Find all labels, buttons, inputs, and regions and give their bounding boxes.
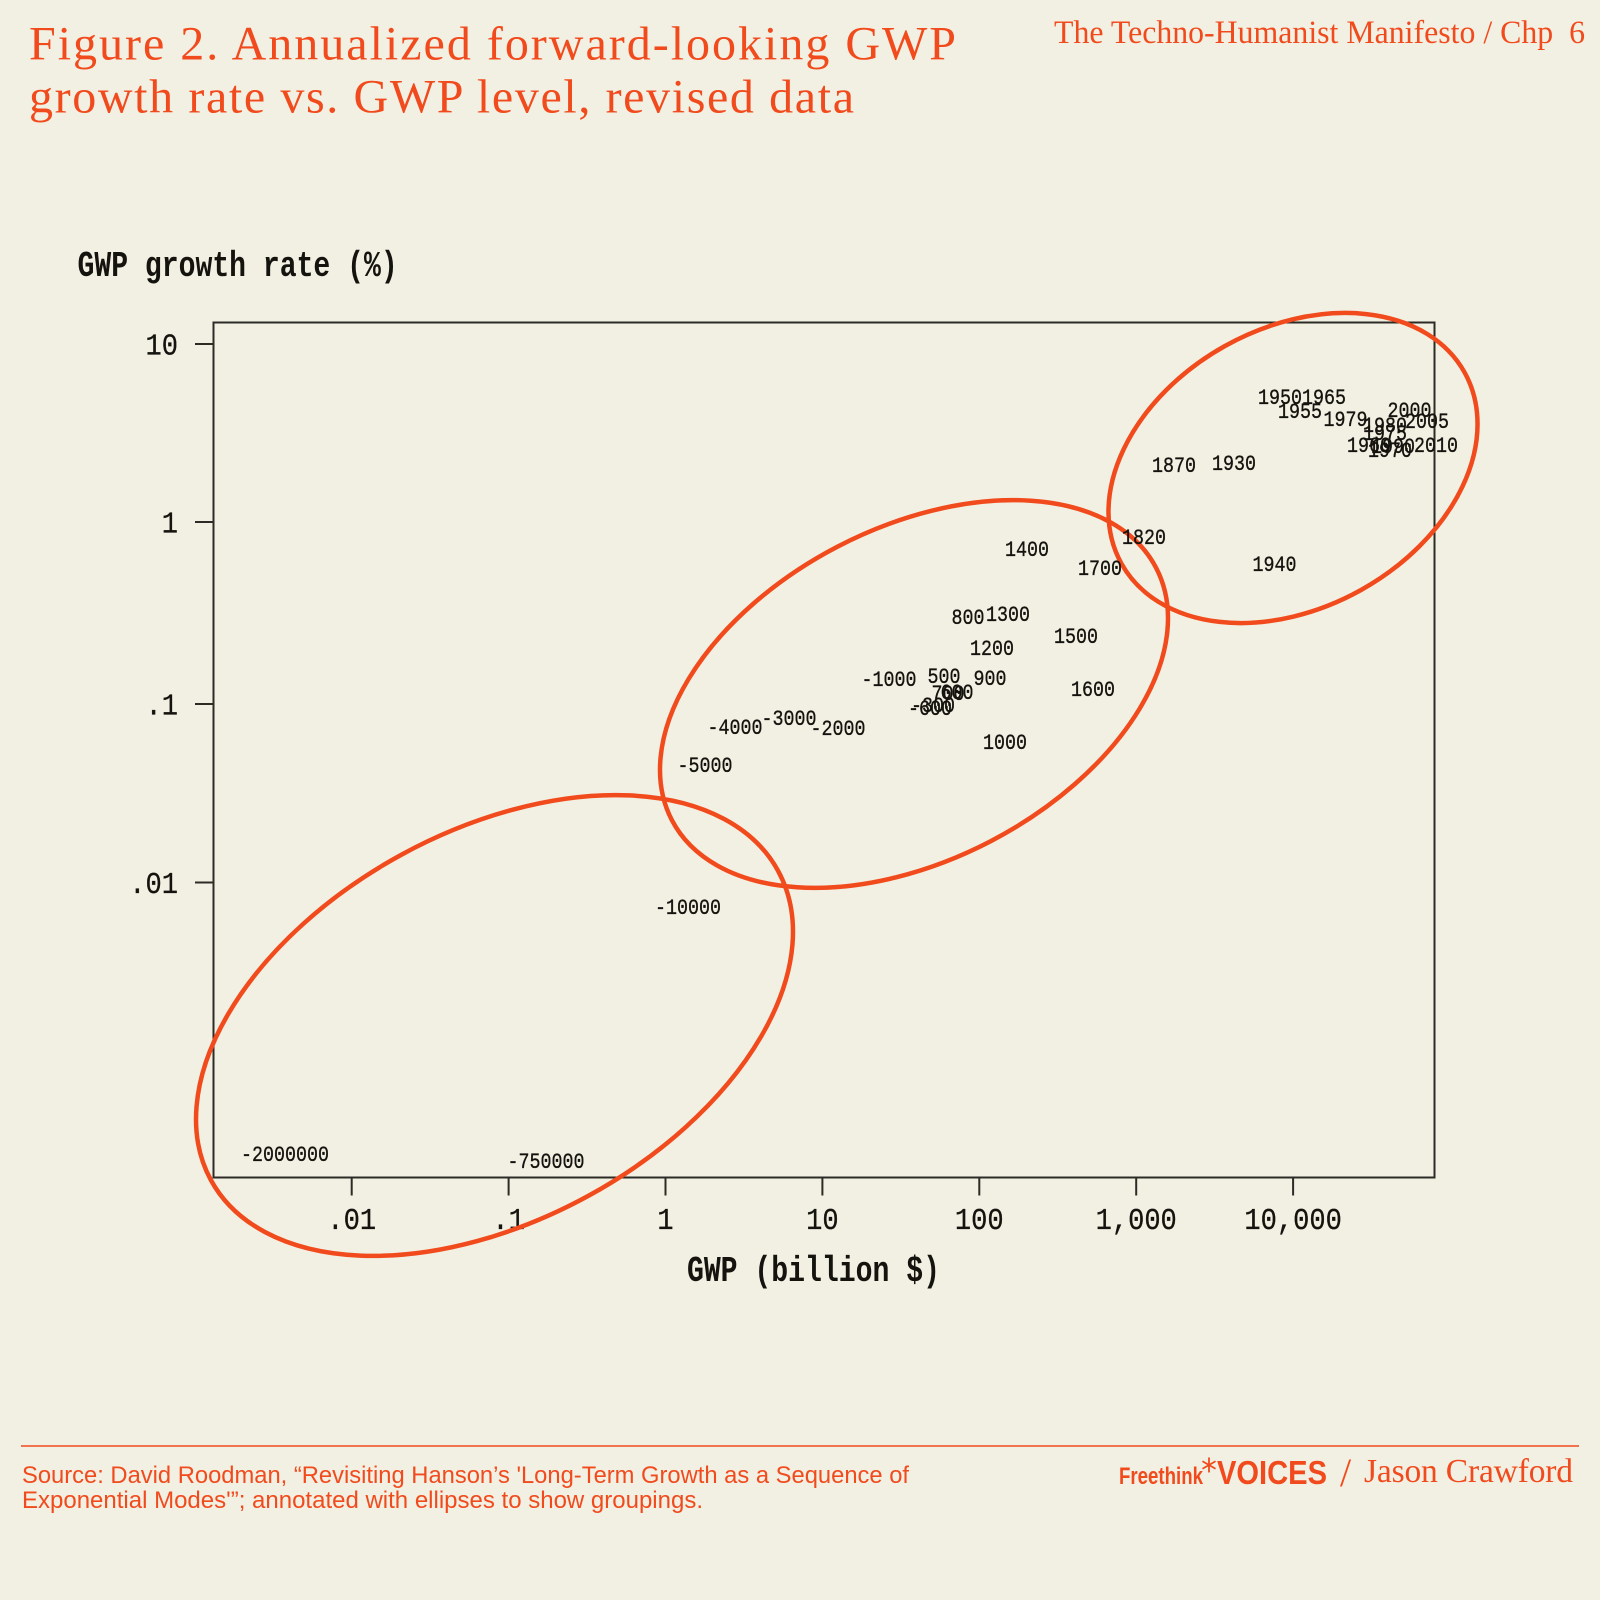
svg-text:100: 100 [955,1204,1004,1239]
svg-text:1979: 1979 [1324,407,1368,433]
svg-text:800: 800 [952,605,985,631]
svg-text:-3000: -3000 [762,706,817,732]
svg-text:growth rate vs. GWP level, rev: growth rate vs. GWP level, revised data [29,71,854,124]
svg-text:-2000000: -2000000 [241,1142,329,1168]
svg-text:1200: 1200 [970,636,1014,662]
svg-text:10: 10 [146,330,179,365]
svg-text:500: 500 [928,664,961,690]
svg-text:1980: 1980 [1363,413,1407,439]
svg-text:-1000: -1000 [862,667,917,693]
svg-text:-5000: -5000 [678,753,733,779]
svg-text:.1: .1 [146,690,179,725]
svg-text:Exponential Modes'”; annotated: Exponential Modes'”; annotated with elli… [22,1487,703,1514]
svg-text:/: / [1340,1450,1352,1495]
svg-text:2005: 2005 [1405,409,1449,435]
svg-text:Jason Crawford: Jason Crawford [1364,1453,1573,1490]
svg-text:-600: -600 [908,696,952,722]
svg-text:-300: -300 [911,693,955,719]
svg-text:The Techno-Humanist Manifesto: The Techno-Humanist Manifesto / Chp 6 [1054,15,1585,51]
svg-text:-10000: -10000 [655,895,721,921]
svg-text:Freethink: Freethink [1119,1463,1204,1490]
svg-text:600: 600 [941,680,974,706]
svg-text:1940: 1940 [1253,552,1297,578]
svg-text:-750000: -750000 [508,1149,585,1175]
svg-text:1000: 1000 [983,730,1027,756]
svg-text:1960: 1960 [1347,433,1391,459]
svg-text:Source: David Roodman, “Revisi: Source: David Roodman, “Revisiting Hanso… [22,1462,909,1489]
svg-text:1950: 1950 [1258,385,1302,411]
svg-text:1975: 1975 [1363,421,1407,447]
svg-text:1400: 1400 [1005,537,1049,563]
svg-text:2010: 2010 [1414,433,1458,459]
svg-text:1970: 1970 [1368,438,1412,464]
svg-text:-4000: -4000 [708,715,763,741]
svg-text:1965: 1965 [1302,385,1346,411]
svg-text:1300: 1300 [986,602,1030,628]
svg-text:1820: 1820 [1122,525,1166,551]
svg-text:1: 1 [657,1204,673,1239]
svg-text:900: 900 [974,666,1007,692]
svg-text:1700: 1700 [1078,556,1122,582]
svg-text:GWP (billion $): GWP (billion $) [687,1251,940,1292]
svg-text:VOICES: VOICES [1217,1454,1327,1491]
svg-text:10,000: 10,000 [1244,1204,1342,1239]
svg-text:700: 700 [932,681,965,707]
svg-text:.01: .01 [327,1204,376,1239]
svg-text:-2000: -2000 [811,716,866,742]
svg-text:.01: .01 [129,868,178,903]
svg-text:1: 1 [162,508,178,543]
svg-text:1,000: 1,000 [1096,1204,1177,1239]
svg-text:1990: 1990 [1371,434,1415,460]
svg-text:10: 10 [806,1204,839,1239]
svg-text:1955: 1955 [1278,399,1322,425]
svg-text:1870: 1870 [1152,453,1196,479]
svg-text:Figure 2. Annualized forward-l: Figure 2. Annualized forward-looking GWP [29,18,956,71]
svg-text:GWP growth rate (%): GWP growth rate (%) [78,246,398,287]
svg-text:1930: 1930 [1212,451,1256,477]
svg-text:1500: 1500 [1054,624,1098,650]
svg-text:2000: 2000 [1388,398,1432,424]
svg-text:1600: 1600 [1071,677,1115,703]
